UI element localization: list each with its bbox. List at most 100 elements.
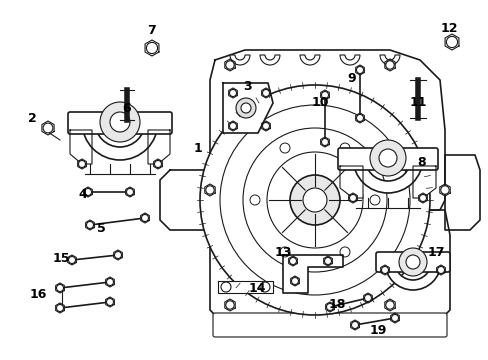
FancyBboxPatch shape — [213, 313, 446, 337]
Circle shape — [391, 315, 398, 321]
Circle shape — [106, 298, 113, 306]
Circle shape — [280, 247, 289, 257]
Circle shape — [356, 114, 363, 122]
Text: 14: 14 — [248, 282, 265, 294]
Circle shape — [321, 91, 328, 99]
Circle shape — [146, 42, 157, 54]
Text: 3: 3 — [242, 81, 251, 94]
Text: 1: 1 — [193, 141, 202, 154]
Circle shape — [303, 188, 326, 212]
Polygon shape — [209, 210, 449, 320]
Circle shape — [229, 122, 236, 130]
Circle shape — [369, 195, 379, 205]
Wedge shape — [82, 122, 158, 160]
Circle shape — [68, 256, 75, 264]
Circle shape — [364, 294, 371, 302]
Circle shape — [100, 102, 140, 142]
Polygon shape — [444, 155, 479, 230]
Circle shape — [200, 85, 429, 315]
Circle shape — [260, 282, 269, 292]
Wedge shape — [339, 55, 359, 65]
Circle shape — [220, 105, 409, 295]
Circle shape — [266, 152, 362, 248]
FancyBboxPatch shape — [68, 112, 172, 134]
Circle shape — [262, 90, 269, 96]
Polygon shape — [209, 50, 444, 210]
Circle shape — [126, 189, 133, 195]
Circle shape — [419, 194, 426, 202]
Circle shape — [289, 175, 339, 225]
Circle shape — [289, 257, 296, 265]
Circle shape — [114, 252, 121, 258]
Circle shape — [280, 143, 289, 153]
Text: 13: 13 — [274, 247, 291, 260]
Text: 19: 19 — [368, 324, 386, 337]
Text: 5: 5 — [97, 221, 105, 234]
Circle shape — [398, 248, 426, 276]
Text: 15: 15 — [52, 252, 70, 265]
FancyBboxPatch shape — [375, 252, 449, 272]
Circle shape — [225, 61, 234, 69]
Circle shape — [349, 194, 356, 202]
Circle shape — [110, 112, 130, 132]
Circle shape — [326, 303, 333, 310]
Polygon shape — [283, 255, 342, 293]
Circle shape — [440, 186, 448, 194]
Circle shape — [437, 266, 444, 274]
Text: 18: 18 — [327, 298, 345, 311]
Circle shape — [154, 161, 161, 167]
Wedge shape — [299, 55, 319, 65]
Circle shape — [86, 221, 93, 229]
Text: 7: 7 — [147, 23, 156, 36]
Circle shape — [243, 128, 386, 272]
Circle shape — [321, 139, 328, 145]
Circle shape — [356, 67, 363, 73]
Circle shape — [262, 122, 269, 130]
Circle shape — [385, 61, 393, 69]
Circle shape — [84, 189, 91, 195]
Polygon shape — [339, 166, 362, 198]
Polygon shape — [70, 130, 92, 164]
Wedge shape — [229, 55, 249, 65]
Circle shape — [446, 36, 457, 48]
Text: 17: 17 — [427, 247, 444, 260]
Circle shape — [106, 279, 113, 285]
Circle shape — [205, 186, 214, 194]
Circle shape — [385, 301, 393, 309]
Circle shape — [339, 143, 349, 153]
Circle shape — [324, 257, 331, 265]
Wedge shape — [384, 262, 440, 290]
Wedge shape — [379, 55, 399, 65]
Text: 4: 4 — [79, 189, 87, 202]
Polygon shape — [160, 170, 215, 230]
FancyBboxPatch shape — [337, 148, 437, 170]
Circle shape — [405, 255, 419, 269]
Text: 12: 12 — [439, 22, 457, 35]
Wedge shape — [352, 158, 422, 193]
Text: 8: 8 — [417, 156, 426, 168]
Text: 9: 9 — [347, 72, 356, 85]
Circle shape — [141, 215, 148, 221]
Circle shape — [57, 284, 63, 292]
Polygon shape — [218, 281, 272, 293]
Text: 6: 6 — [122, 102, 131, 114]
Text: 16: 16 — [29, 288, 46, 302]
Circle shape — [241, 103, 250, 113]
Circle shape — [221, 282, 230, 292]
Circle shape — [378, 149, 396, 167]
Polygon shape — [148, 130, 170, 164]
Wedge shape — [260, 55, 280, 65]
Circle shape — [225, 301, 234, 309]
Circle shape — [291, 278, 298, 284]
Circle shape — [229, 90, 236, 96]
Circle shape — [369, 140, 405, 176]
Circle shape — [249, 195, 260, 205]
Polygon shape — [223, 83, 272, 133]
Text: 10: 10 — [311, 95, 328, 108]
Circle shape — [57, 305, 63, 311]
Text: 11: 11 — [408, 95, 426, 108]
Circle shape — [381, 266, 387, 274]
Circle shape — [79, 161, 85, 167]
Circle shape — [43, 123, 53, 133]
Text: 2: 2 — [27, 112, 36, 126]
